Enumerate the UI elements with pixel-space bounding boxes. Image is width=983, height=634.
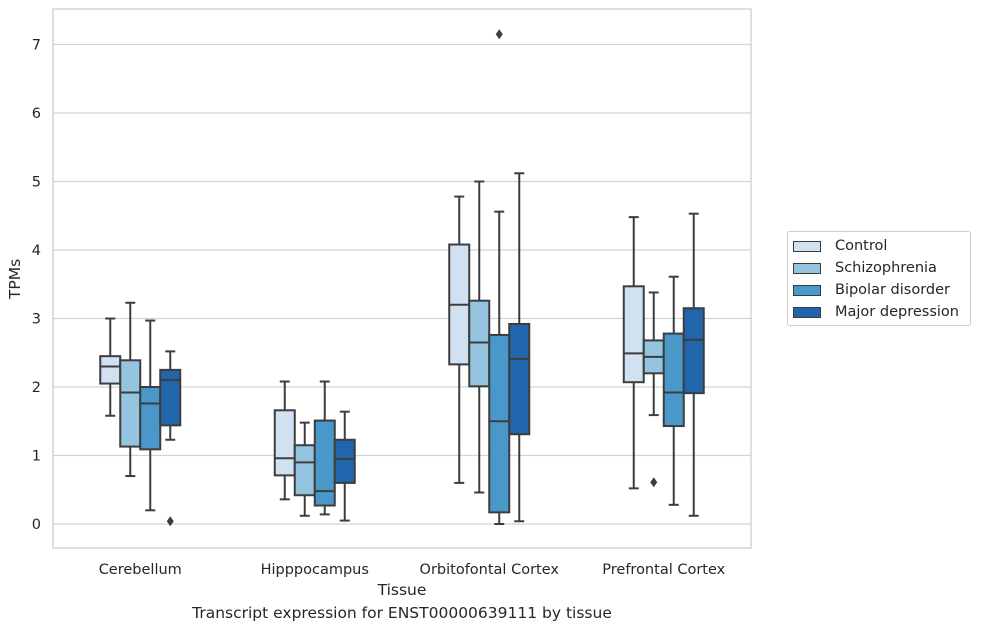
box-group <box>642 291 665 488</box>
box-iqr <box>508 322 531 436</box>
y-tick-label: 4 <box>32 243 41 259</box>
outlier-point <box>650 477 658 488</box>
box-group <box>159 350 182 527</box>
x-tick-label: Cerebellum <box>99 562 182 578</box>
chart-caption: Transcript expression for ENST0000063911… <box>192 604 612 622</box>
box-group <box>622 216 645 490</box>
legend-swatch-major-depression <box>793 306 821 318</box>
x-tick-labels: Cerebellum Hipppocampus Orbitofontal Corte… <box>99 562 726 578</box>
x-tick-label: Hipppocampus <box>261 562 369 578</box>
y-tick-label: 0 <box>32 517 41 533</box>
box-iqr <box>159 368 182 427</box>
plot-frame <box>52 8 752 549</box>
legend-label-bipolar-disorder: Bipolar disorder <box>835 282 950 298</box>
box-group <box>313 380 336 516</box>
legend-label-major-depression: Major depression <box>835 304 959 320</box>
y-tick-label: 5 <box>32 175 41 191</box>
legend-item-control: Control <box>793 236 887 256</box>
y-tick-labels: 0 1 2 3 4 5 6 7 <box>32 38 41 534</box>
box-group <box>119 301 142 478</box>
outlier-point <box>495 29 503 40</box>
y-tick-label: 1 <box>32 449 41 465</box>
y-tick-label: 2 <box>32 380 41 396</box>
legend-item-schizophrenia: Schizophrenia <box>793 258 937 278</box>
box-iqr <box>662 332 685 428</box>
box-group <box>468 180 491 494</box>
box-iqr <box>313 419 336 507</box>
box-group <box>448 195 471 484</box>
legend-swatch-bipolar-disorder <box>793 284 821 296</box>
box-iqr <box>293 444 316 497</box>
box-group <box>488 29 511 525</box>
x-axis-label: Tissue <box>377 581 427 599</box>
outlier-point <box>166 516 174 527</box>
box-iqr <box>468 299 491 388</box>
box-iqr <box>119 359 142 448</box>
box-group <box>682 212 705 517</box>
legend-label-schizophrenia: Schizophrenia <box>835 260 937 276</box>
box-layer <box>99 29 705 527</box>
x-tick-label: Orbitofontal Cortex <box>420 562 560 578</box>
box-iqr <box>622 285 645 384</box>
box-iqr <box>273 409 296 477</box>
legend: Control Schizophrenia Bipolar disorder M… <box>787 231 971 326</box>
box-group <box>662 275 685 506</box>
box-group <box>508 172 531 523</box>
box-group <box>139 319 162 512</box>
box-iqr <box>139 386 162 451</box>
y-tick-label: 7 <box>32 38 41 54</box>
y-tick-label: 3 <box>32 312 41 328</box>
box-iqr <box>99 355 122 385</box>
box-iqr <box>488 333 511 514</box>
y-axis-label: TPMs <box>6 259 24 300</box>
legend-swatch-control <box>793 240 821 252</box>
box-group <box>293 421 316 517</box>
grid-layer <box>53 43 751 525</box>
box-iqr <box>682 307 705 395</box>
legend-swatch-schizophrenia <box>793 262 821 274</box>
legend-item-major-depression: Major depression <box>793 302 959 322</box>
box-group <box>333 410 356 522</box>
y-tick-label: 6 <box>32 106 41 122</box>
x-tick-label: Prefrontal Cortex <box>602 562 725 578</box>
box-iqr <box>333 438 356 484</box>
box-group <box>273 380 296 501</box>
box-group <box>99 317 122 417</box>
legend-item-bipolar-disorder: Bipolar disorder <box>793 280 950 300</box>
legend-label-control: Control <box>835 238 888 254</box>
